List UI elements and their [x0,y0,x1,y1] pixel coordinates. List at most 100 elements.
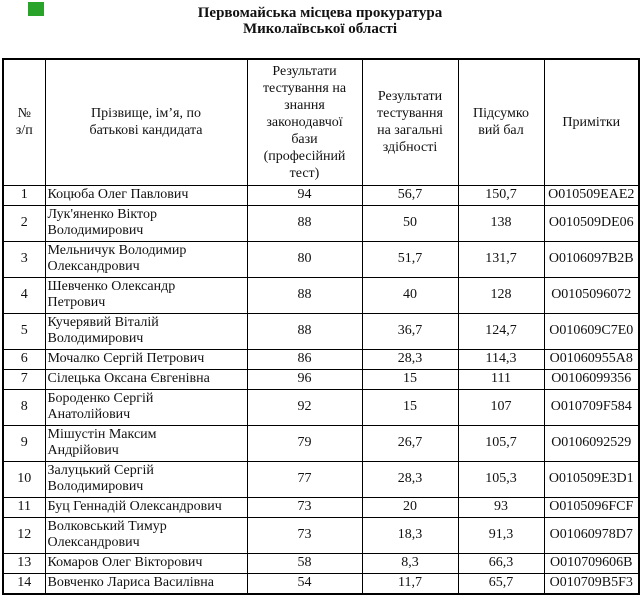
header-general: Результати тестування на загальні здібно… [361,58,459,186]
cell-number: 13 [2,552,46,574]
cell-prof-test: 79 [246,424,363,462]
cell-note: O0105096072 [543,276,640,314]
cell-general: 40 [361,276,459,314]
table-row: 9 Мішустін Максим Андрійович 79 26,7 105,7 O0… [2,424,640,462]
cell-general: 11,7 [361,572,459,594]
cell-note: O010709606B [543,552,640,574]
table-row: 4 Шевченко Олександр Петрович 88 40 128 O0105… [2,276,640,314]
table-row: 8 Бороденко Сергій Анатолійович 92 15 107 O01… [2,388,640,426]
cell-number: 4 [2,276,46,314]
cell-general: 28,3 [361,348,459,370]
header-number: № з/п [2,58,46,186]
cell-general: 50 [361,204,459,242]
cell-prof-test: 88 [246,204,363,242]
cell-note: O01060978D7 [543,516,640,554]
cell-name: Сілецька Оксана Євгенівна [44,368,248,390]
cell-name: Мельничук Володимир Олександрович [44,240,248,278]
cell-name: Лук'яненко Віктор Володимирович [44,204,248,242]
table-row: 6 Мочалко Сергій Петрович 86 28,3 114,3 O0106… [2,348,640,370]
page-title-line2: Миколаївської області [242,21,398,37]
cell-name: Бороденко Сергій Анатолійович [44,388,248,426]
cell-note: O01060955A8 [543,348,640,370]
cell-total: 105,7 [457,424,545,462]
cell-note: O010509DE06 [543,204,640,242]
cell-general: 15 [361,368,459,390]
table-header-row: № з/п Прізвище, ім’я, по батькові кандид… [2,58,640,186]
table-row: 13 Комаров Олег Вікторович 58 8,3 66,3 O01070… [2,552,640,574]
cell-total: 124,7 [457,312,545,350]
cell-name: Залуцький Сергій Володимирович [44,460,248,498]
table-row: 14 Вовченко Лариса Василівна 54 11,7 65,7 O01… [2,572,640,594]
cell-note: O010709B5F3 [543,572,640,594]
cell-total: 114,3 [457,348,545,370]
cell-prof-test: 96 [246,368,363,390]
page-title: Первомайська місцева прокуратура Миколаї… [0,0,640,37]
cell-prof-test: 77 [246,460,363,498]
cell-name: Комаров Олег Вікторович [44,552,248,574]
page-title-line1: Первомайська місцева прокуратура [197,5,443,21]
cell-note: O010609C7E0 [543,312,640,350]
cell-prof-test: 88 [246,312,363,350]
cell-number: 12 [2,516,46,554]
table-row: 12 Волковський Тимур Олександрович 73 18,3 9… [2,516,640,554]
cell-number: 9 [2,424,46,462]
cell-note: O010509EAE2 [543,184,640,206]
cell-total: 111 [457,368,545,390]
cell-general: 28,3 [361,460,459,498]
cell-prof-test: 86 [246,348,363,370]
header-name: Прізвище, ім’я, по батькові кандидата [44,58,248,186]
table-row: 5 Кучерявий Віталій Володимирович 88 36,7 12… [2,312,640,350]
cell-prof-test: 80 [246,240,363,278]
cell-general: 15 [361,388,459,426]
cell-name: Буц Геннадій Олександрович [44,496,248,518]
cell-note: O0106097B2B [543,240,640,278]
table-row: 7 Сілецька Оксана Євгенівна 96 15 111 O010609… [2,368,640,390]
cell-total: 107 [457,388,545,426]
table-row: 3 Мельничук Володимир Олександрович 80 51,7… [2,240,640,278]
cell-number: 11 [2,496,46,518]
cell-total: 105,3 [457,460,545,498]
cell-prof-test: 94 [246,184,363,206]
cell-total: 138 [457,204,545,242]
cell-number: 5 [2,312,46,350]
header-total: Підсумко вий бал [457,58,545,186]
cell-general: 51,7 [361,240,459,278]
cell-name: Кучерявий Віталій Володимирович [44,312,248,350]
cell-number: 8 [2,388,46,426]
cell-note: O0105096FCF [543,496,640,518]
table-row: 10 Залуцький Сергій Володимирович 77 28,3 10… [2,460,640,498]
cell-number: 14 [2,572,46,594]
cell-name: Волковський Тимур Олександрович [44,516,248,554]
cell-number: 1 [2,184,46,206]
cell-general: 18,3 [361,516,459,554]
cell-number: 2 [2,204,46,242]
cell-name: Мішустін Максим Андрійович [44,424,248,462]
cell-prof-test: 92 [246,388,363,426]
cell-general: 20 [361,496,459,518]
cell-total: 128 [457,276,545,314]
cell-number: 3 [2,240,46,278]
cell-total: 66,3 [457,552,545,574]
table-body: 1 Коцюба Олег Павлович 94 56,7 150,7 O010509E… [2,184,640,594]
table-row: 2 Лук'яненко Віктор Володимирович 88 50 138 O… [2,204,640,242]
cell-number: 7 [2,368,46,390]
cell-number: 10 [2,460,46,498]
cell-name: Коцюба Олег Павлович [44,184,248,206]
cell-total: 150,7 [457,184,545,206]
header-notes: Примітки [543,58,640,186]
cell-note: O010709F584 [543,388,640,426]
cell-name: Шевченко Олександр Петрович [44,276,248,314]
cell-prof-test: 88 [246,276,363,314]
cell-note: O010509E3D1 [543,460,640,498]
cell-general: 56,7 [361,184,459,206]
green-marker [28,2,44,16]
cell-total: 93 [457,496,545,518]
cell-name: Мочалко Сергій Петрович [44,348,248,370]
cell-prof-test: 58 [246,552,363,574]
results-table: № з/п Прізвище, ім’я, по батькові кандид… [2,58,640,595]
cell-note: O0106099356 [543,368,640,390]
cell-prof-test: 73 [246,516,363,554]
cell-total: 91,3 [457,516,545,554]
table-row: 11 Буц Геннадій Олександрович 73 20 93 O01050… [2,496,640,518]
header-prof-test: Результати тестування на знання законода… [246,58,363,186]
